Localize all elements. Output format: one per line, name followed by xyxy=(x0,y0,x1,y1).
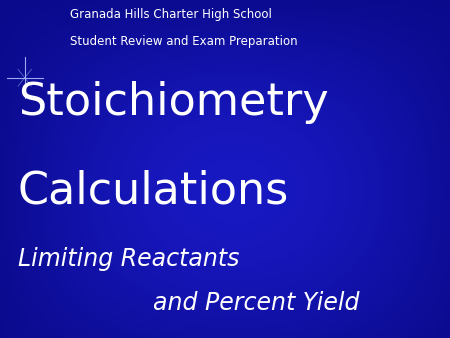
Text: Stoichiometry: Stoichiometry xyxy=(18,81,329,124)
Text: and Percent Yield: and Percent Yield xyxy=(153,291,360,315)
Text: Granada Hills Charter High School: Granada Hills Charter High School xyxy=(70,8,272,21)
Text: Limiting Reactants: Limiting Reactants xyxy=(18,247,239,271)
Text: Student Review and Exam Preparation: Student Review and Exam Preparation xyxy=(70,35,297,48)
Text: Calculations: Calculations xyxy=(18,169,289,212)
